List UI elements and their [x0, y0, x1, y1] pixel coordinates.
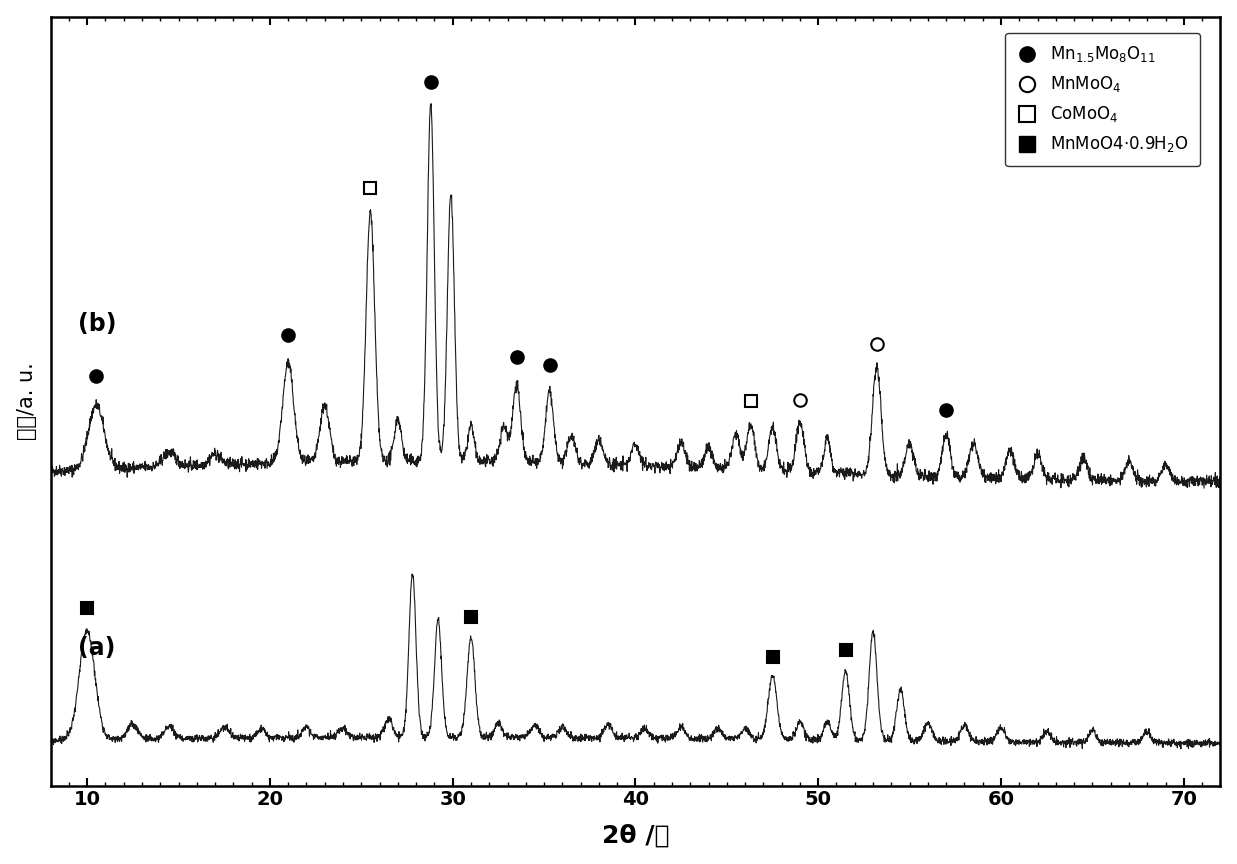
Text: (b): (b) — [78, 312, 116, 336]
Y-axis label: 强度/a. u.: 强度/a. u. — [16, 362, 37, 440]
X-axis label: 2θ /度: 2θ /度 — [601, 823, 669, 848]
Legend: Mn$_{1.5}$Mo$_8$O$_{11}$, MnMoO$_4$, CoMoO$_4$, MnMoO4$\cdot$0.9H$_2$O: Mn$_{1.5}$Mo$_8$O$_{11}$, MnMoO$_4$, CoM… — [1006, 33, 1200, 166]
Text: (a): (a) — [78, 636, 115, 660]
